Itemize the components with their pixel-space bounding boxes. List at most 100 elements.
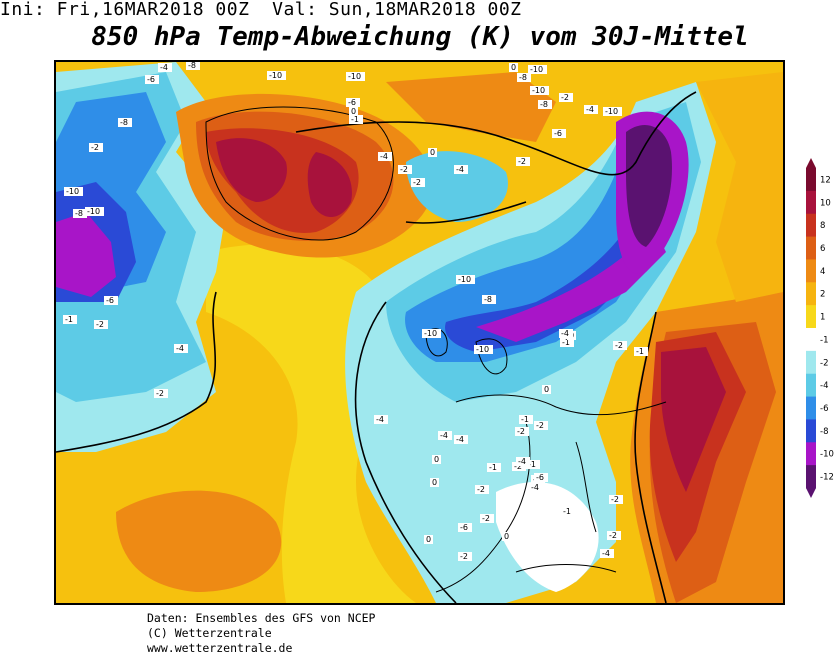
contour-value-label: -1 — [526, 460, 540, 469]
color-scale-legend: 12 10 8 6 4 2 1 -1 -2 -4 -6 -8 -10 -12 — [806, 158, 840, 498]
contour-value-label: -4 — [158, 63, 172, 72]
contour-value-label: -2 — [559, 93, 573, 102]
svg-text:-2: -2 — [460, 552, 468, 561]
svg-text:-6: -6 — [554, 129, 562, 138]
contour-value-label: 0 — [349, 107, 358, 116]
anomaly-area-warm-far-east — [696, 72, 783, 302]
contour-value-label: -4 — [374, 415, 388, 424]
svg-text:-2: -2 — [517, 427, 525, 436]
anomaly-area-warm-east-4 — [661, 347, 726, 492]
svg-text:-1: -1 — [562, 338, 570, 347]
footer-copyright: (C) Wetterzentrale — [147, 626, 272, 640]
legend-tick-label: 4 — [820, 267, 825, 277]
svg-text:-4: -4 — [440, 431, 448, 440]
legend-tick-label: 8 — [820, 221, 825, 231]
legend-swatch — [806, 168, 816, 192]
legend-swatch — [806, 350, 816, 375]
zero-contour-atlantic — [56, 291, 457, 603]
map-title: 850 hPa Temp-Abweichung (K) vom 30J-Mitt… — [91, 22, 749, 52]
contour-value-label: -2 — [475, 485, 489, 494]
svg-text:-4: -4 — [380, 152, 388, 161]
contour-value-label: -8 — [118, 118, 132, 127]
svg-text:-1: -1 — [636, 347, 644, 356]
init-time: Ini: Fri,16MAR2018 00Z — [0, 0, 250, 20]
anomaly-area-cold-norway-sea — [406, 151, 508, 222]
svg-text:-2: -2 — [561, 93, 569, 102]
svg-text:-1: -1 — [563, 507, 571, 516]
contour-value-label: -10 — [64, 187, 83, 196]
legend-tick-label: 1 — [820, 313, 825, 323]
svg-text:-10: -10 — [269, 71, 282, 80]
anomaly-area-cold-russia-2 — [626, 124, 672, 247]
contour-value-label: -10 — [346, 72, 365, 81]
svg-text:-4: -4 — [456, 165, 464, 174]
svg-text:-6: -6 — [348, 98, 356, 107]
anomaly-area-cold-europe-5 — [476, 232, 666, 342]
svg-text:0: 0 — [434, 455, 439, 464]
contour-value-label: -6 — [346, 98, 360, 107]
svg-text:-4: -4 — [456, 435, 464, 444]
contour-value-label: -4 — [174, 344, 188, 353]
svg-text:-10: -10 — [424, 329, 437, 338]
legend-swatch — [806, 282, 816, 306]
contour-value-label: 0 — [430, 478, 439, 487]
contour-value-label: -4 — [454, 435, 468, 444]
svg-text:-1: -1 — [489, 463, 497, 472]
contour-value-label: -6 — [552, 129, 566, 138]
svg-text:-6: -6 — [106, 296, 114, 305]
contour-value-label: -1 — [519, 415, 533, 424]
anomaly-area-warm-southwest — [116, 490, 282, 592]
contour-value-label: -10 — [422, 329, 441, 338]
contour-value-label: -2 — [89, 143, 103, 152]
svg-text:-10: -10 — [530, 65, 543, 74]
legend-swatch — [806, 396, 816, 420]
contour-value-label: -6 — [145, 75, 159, 84]
contour-value-label: 0 — [424, 535, 433, 544]
legend-tick-label: -12 — [820, 473, 834, 483]
contour-value-label: 0 — [542, 385, 551, 394]
contour-value-label: -10 — [85, 207, 104, 216]
legend-tick-label: -2 — [820, 358, 828, 368]
contour-value-label: -10 — [474, 345, 493, 354]
contour-value-label: -4 — [378, 152, 392, 161]
svg-text:-4: -4 — [518, 457, 526, 466]
run-info-line: Ini: Fri,16MAR2018 00Z Val: Sun,18MAR201… — [0, 0, 522, 20]
contour-value-label: -2 — [398, 165, 412, 174]
contour-value-label: 0 — [428, 148, 437, 157]
svg-text:-10: -10 — [348, 72, 361, 81]
svg-text:-1: -1 — [521, 415, 529, 424]
svg-text:-2: -2 — [482, 514, 490, 523]
svg-text:-10: -10 — [532, 86, 545, 95]
svg-text:-2: -2 — [96, 320, 104, 329]
legend-tick-label: -1 — [820, 335, 828, 345]
anomaly-map-svg: -4-6-8-2-10-8 -10-6-8-10 -10-6-2-1-4-20-4-… — [56, 62, 783, 603]
contour-value-label: -4 — [584, 105, 598, 114]
contour-value-label: -1 — [63, 315, 77, 324]
svg-text:-4: -4 — [586, 105, 594, 114]
legend-tick-label: -10 — [820, 450, 834, 460]
contour-value-label: -10 — [528, 65, 547, 74]
legend-swatch — [806, 419, 816, 443]
svg-text:-1: -1 — [65, 315, 73, 324]
contour-value-label: -4 — [438, 431, 452, 440]
svg-text:-2: -2 — [536, 421, 544, 430]
svg-text:-4: -4 — [160, 63, 168, 72]
contour-value-label: -4 — [559, 329, 573, 338]
legend-swatch — [806, 236, 816, 260]
anomaly-area-warm-north — [386, 72, 556, 142]
contour-value-label: -1 — [634, 347, 648, 356]
footer-data-source: Daten: Ensembles des GFS von NCEP — [147, 611, 376, 625]
color-scale-layer: 12 10 8 6 4 2 1 -1 -2 -4 -6 -8 -10 -12 — [806, 158, 834, 498]
legend-tick-label: 10 — [820, 198, 831, 208]
color-scale-svg: 12 10 8 6 4 2 1 -1 -2 -4 -6 -8 -10 -12 — [806, 158, 834, 498]
svg-text:0: 0 — [432, 478, 437, 487]
contour-value-label: -2 — [480, 514, 494, 523]
svg-text:-2: -2 — [477, 485, 485, 494]
contour-value-label: 0 — [509, 63, 518, 72]
contour-value-label: -10 — [530, 86, 549, 95]
svg-text:-6: -6 — [147, 75, 155, 84]
svg-text:-6: -6 — [460, 523, 468, 532]
legend-swatch — [806, 328, 816, 352]
contour-value-label: -2 — [458, 552, 472, 561]
contour-value-label: -8 — [186, 62, 200, 70]
